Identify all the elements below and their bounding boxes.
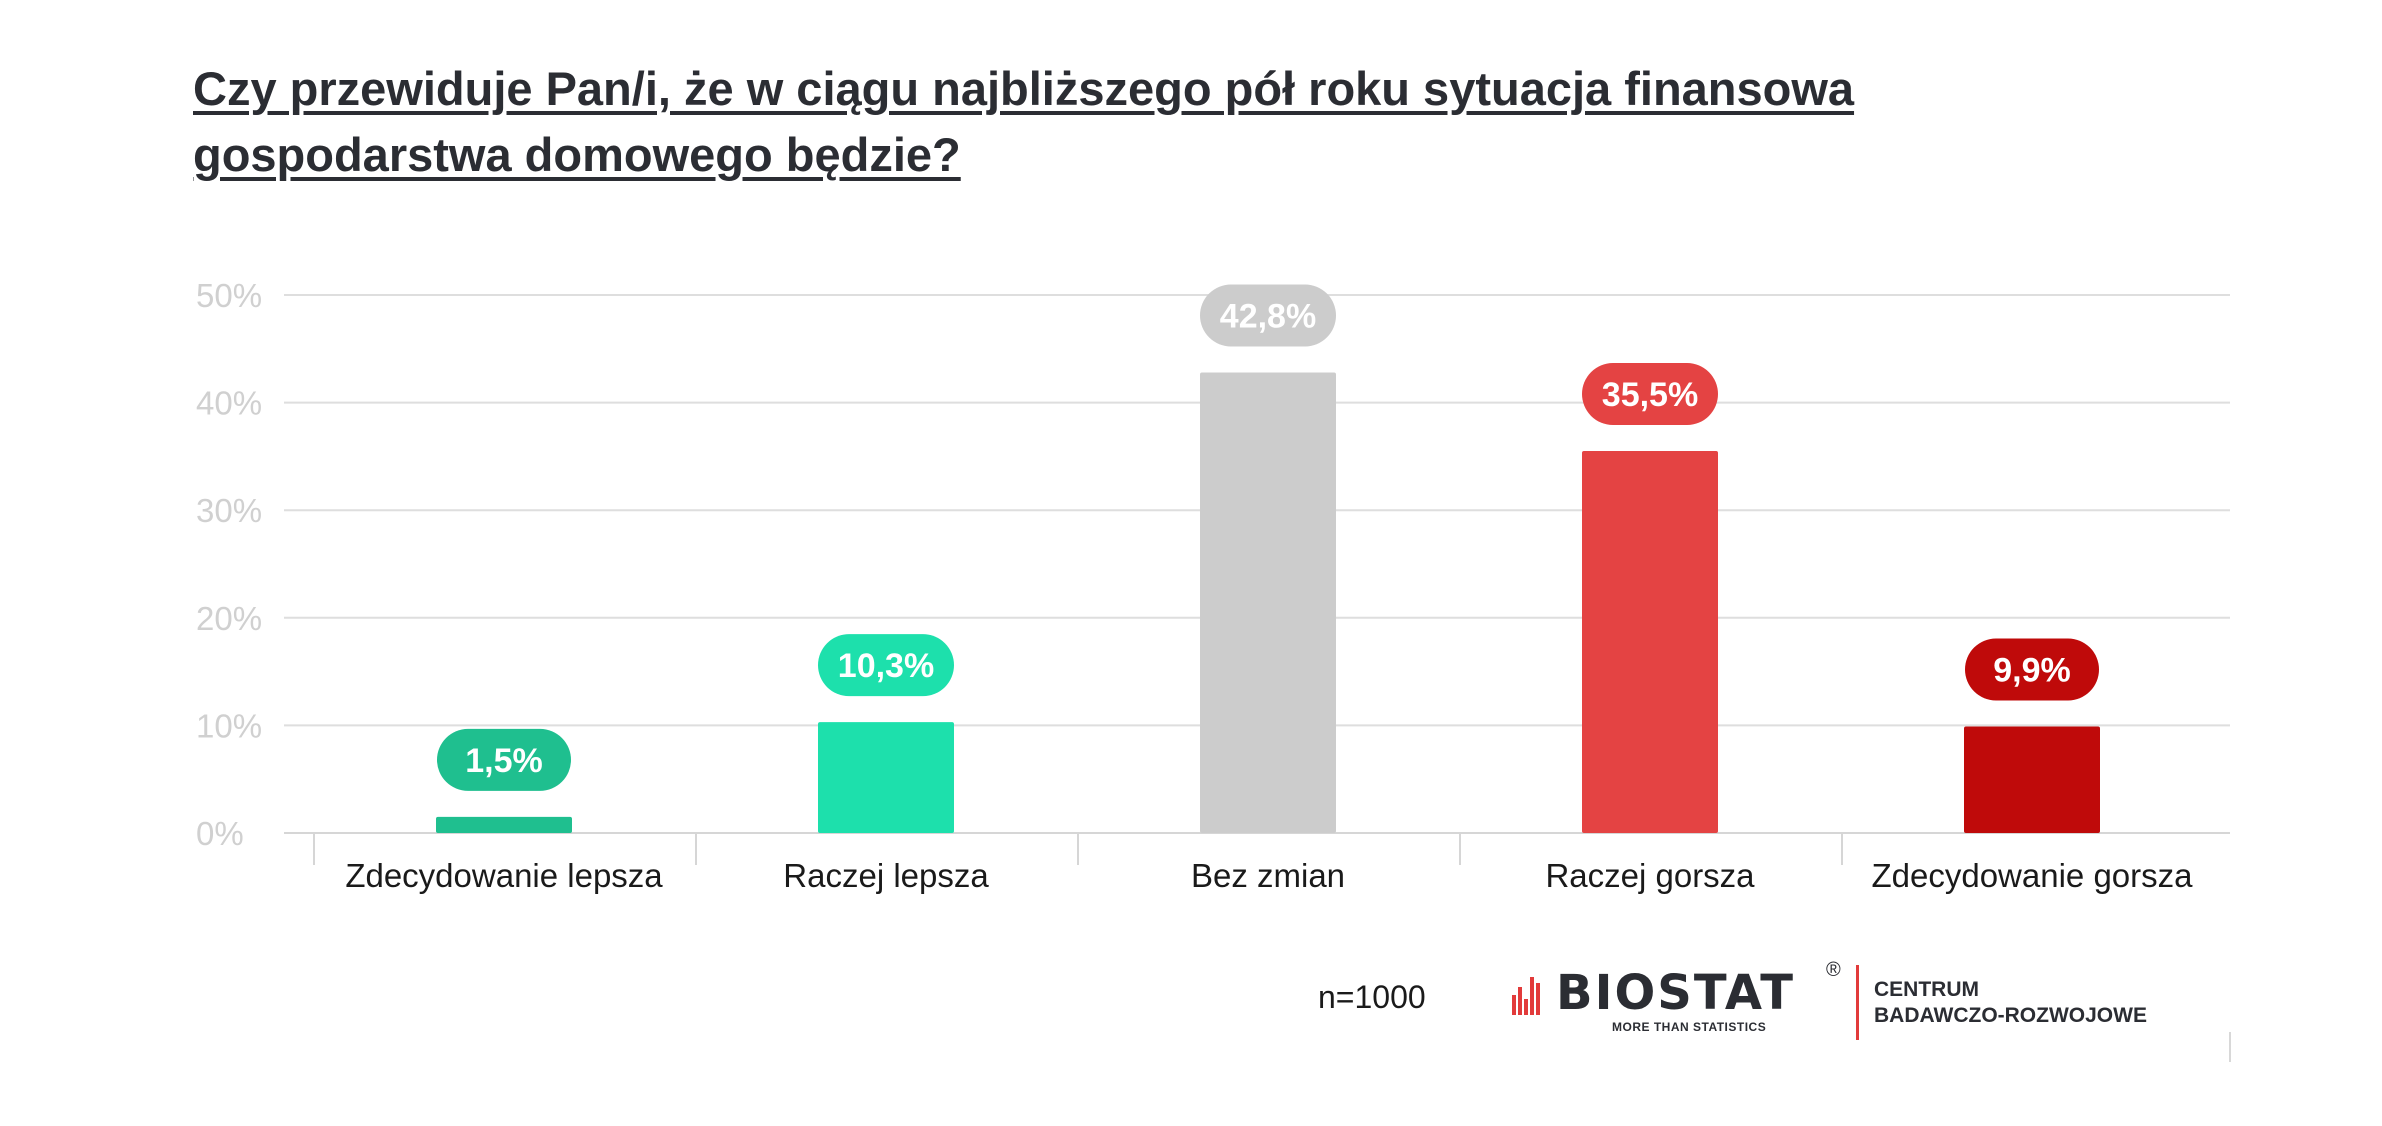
y-tick-label: 20% — [196, 600, 262, 637]
data-label-pill — [437, 728, 571, 791]
data-label: 42,8% — [1220, 297, 1316, 335]
x-tick-label: Raczej gorsza — [1545, 857, 1755, 894]
bar — [436, 816, 572, 833]
bar — [818, 722, 954, 833]
chart-title: Czy przewiduje Pan/i, że w ciągu najbliż… — [193, 56, 2093, 188]
y-tick-label: 0% — [196, 815, 244, 852]
x-axis-labels: Zdecydowanie lepsza Raczej lepsza Bez zmia… — [345, 857, 2193, 894]
bar — [1582, 451, 1718, 833]
chart-title-line-2: gospodarstwa domowego będzie? — [193, 128, 961, 181]
logo-centrum-line-1: CENTRUM — [1874, 978, 1979, 1001]
y-tick-label: 10% — [196, 707, 262, 744]
logo-centrum: CENTRUM BADAWCZO-ROZWOJOWE — [1874, 977, 2147, 1029]
corner-tick — [2229, 1032, 2231, 1062]
logo-centrum-line-2: BADAWCZO-ROZWOJOWE — [1874, 1004, 2147, 1027]
data-label-pill — [1582, 363, 1718, 426]
logo-brand: BIOSTAT — [1556, 965, 1795, 1021]
bar-chart-logo-icon — [1512, 977, 1540, 1015]
data-label: 35,5% — [1602, 376, 1698, 414]
y-tick-label: 50% — [196, 277, 262, 314]
x-tick-label: Zdecydowanie lepsza — [345, 857, 663, 894]
biostat-logo: BIOSTAT ® MORE THAN STATISTICS CENTRUM B… — [1512, 959, 2172, 1043]
x-tick-label: Bez zmian — [1191, 857, 1345, 894]
x-tick-label: Raczej lepsza — [783, 857, 989, 894]
logo-divider — [1856, 965, 1859, 1040]
x-tick-label: Zdecydowanie gorsza — [1871, 857, 2193, 894]
data-label: 10,3% — [838, 647, 934, 685]
data-labels: 1,5% 10,3% 42,8% 35,5% 9,9% — [437, 284, 2099, 791]
y-axis-ticks: 0% 10% 20% 30% 40% 50% — [196, 277, 262, 852]
chart-title-line-1: Czy przewiduje Pan/i, że w ciągu najbliż… — [193, 62, 1855, 115]
registered-mark: ® — [1826, 959, 1841, 981]
bar — [1200, 372, 1336, 833]
data-label: 1,5% — [465, 742, 543, 780]
bars — [436, 372, 2100, 833]
sample-size: n=1000 — [1318, 979, 1426, 1015]
y-tick-label: 40% — [196, 385, 262, 422]
data-label: 9,9% — [1993, 651, 2071, 689]
logo-tagline: MORE THAN STATISTICS — [1612, 1020, 1767, 1034]
y-tick-label: 30% — [196, 492, 262, 529]
data-label-pill — [1965, 638, 2099, 701]
data-label-pill — [1200, 284, 1336, 347]
bar — [1964, 726, 2100, 833]
data-label-pill — [818, 634, 954, 697]
